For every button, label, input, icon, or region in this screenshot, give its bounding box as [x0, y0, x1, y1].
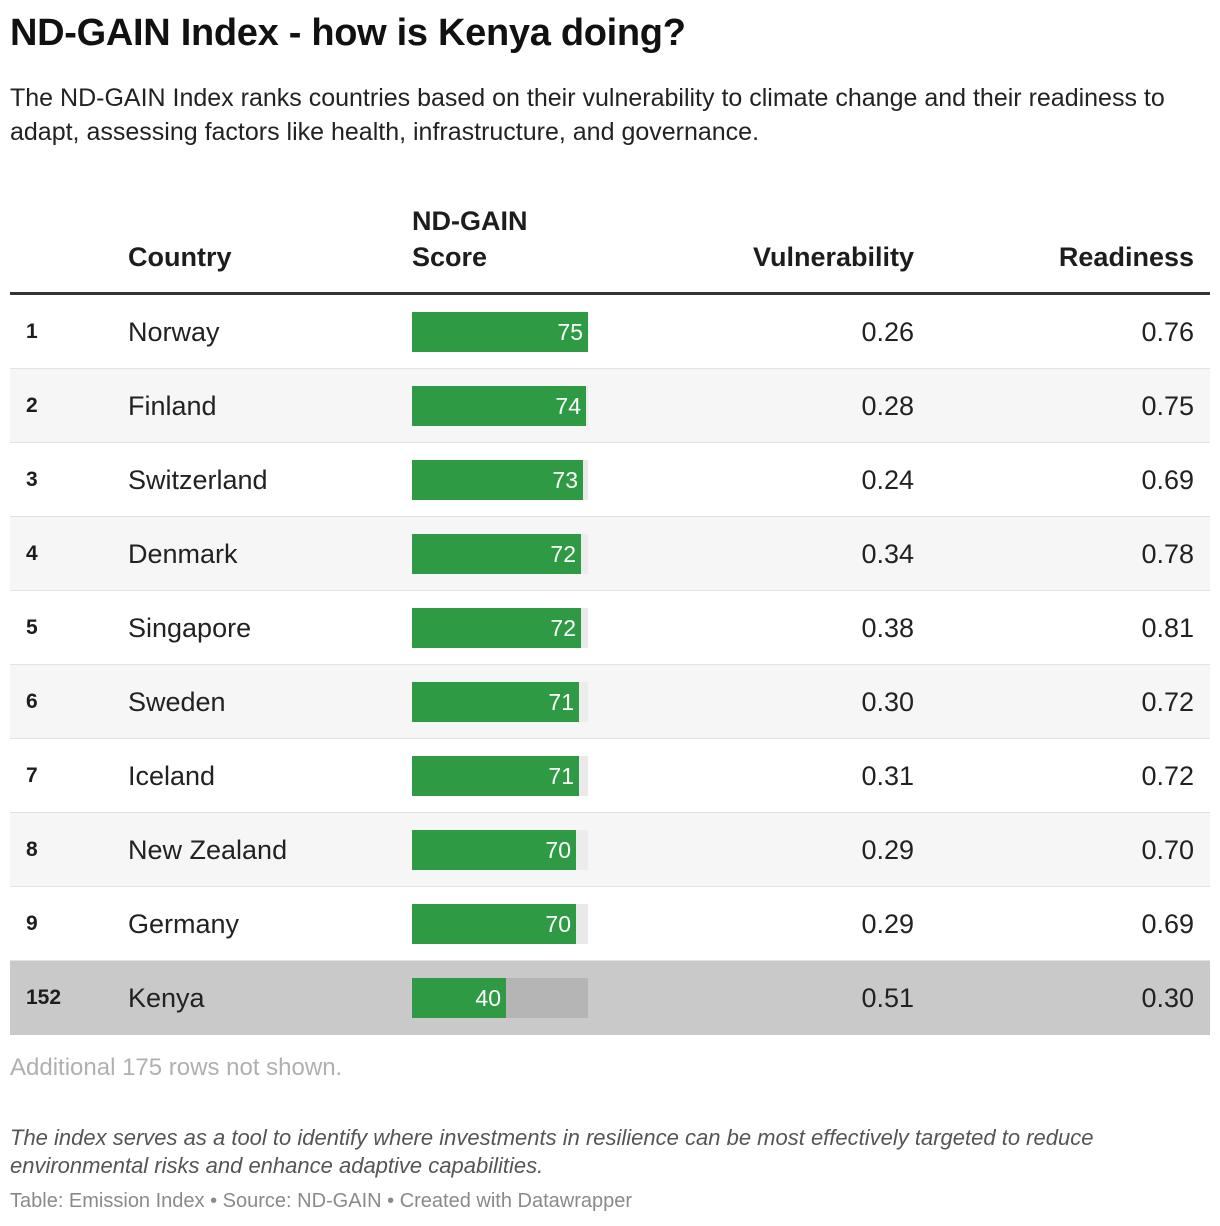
- readiness-cell: 0.69: [1141, 465, 1194, 495]
- score-label: 74: [555, 393, 581, 419]
- rank-cell: 2: [26, 394, 38, 417]
- score-label: 70: [545, 837, 571, 863]
- readiness-cell: 0.69: [1141, 909, 1194, 939]
- table-row: 5 Singapore 72 0.38 0.81: [10, 591, 1210, 665]
- score-label: 72: [550, 615, 576, 641]
- chart-title: ND-GAIN Index - how is Kenya doing?: [10, 12, 686, 54]
- score-label: 40: [475, 985, 501, 1011]
- score-bar: 70: [412, 830, 576, 870]
- table-row: 3 Switzerland 73 0.24 0.69: [10, 443, 1210, 517]
- score-bar-track: 71: [412, 756, 588, 796]
- table-row: 7 Iceland 71 0.31 0.72: [10, 739, 1210, 813]
- vulnerability-cell: 0.24: [861, 465, 914, 495]
- readiness-cell: 0.72: [1141, 761, 1194, 791]
- score-label: 71: [548, 689, 574, 715]
- score-bar-track: 72: [412, 608, 588, 648]
- vulnerability-cell: 0.51: [861, 983, 914, 1013]
- table-row: 4 Denmark 72 0.34 0.78: [10, 517, 1210, 591]
- score-bar: 70: [412, 904, 576, 944]
- vulnerability-cell: 0.38: [861, 613, 914, 643]
- vulnerability-cell: 0.31: [861, 761, 914, 791]
- score-bar: 75: [412, 312, 588, 352]
- score-label: 75: [557, 319, 583, 345]
- vulnerability-cell: 0.30: [861, 687, 914, 717]
- score-bar: 40: [412, 978, 506, 1018]
- readiness-cell: 0.70: [1141, 835, 1194, 865]
- score-bar: 72: [412, 534, 581, 574]
- table-body: 1 Norway 75 0.26 0.76 2 Finland 74 0.28 0.75 3 Swit…: [10, 295, 1210, 1035]
- rank-cell: 152: [26, 986, 62, 1009]
- country-cell: Singapore: [128, 613, 252, 643]
- score-bar-track: 70: [412, 904, 588, 944]
- chart-subtitle: The ND-GAIN Index ranks countries based …: [10, 84, 1165, 146]
- score-bar-track: 75: [412, 312, 588, 352]
- country-cell: Switzerland: [128, 465, 268, 495]
- readiness-cell: 0.30: [1141, 983, 1194, 1013]
- country-cell: New Zealand: [128, 835, 288, 865]
- score-bar-track: 74: [412, 386, 588, 426]
- table-row: 8 New Zealand 70 0.29 0.70: [10, 813, 1210, 887]
- rank-cell: 5: [26, 616, 38, 639]
- score-label: 70: [545, 911, 571, 937]
- country-cell: Denmark: [128, 539, 238, 569]
- rank-cell: 6: [26, 690, 38, 713]
- readiness-cell: 0.72: [1141, 687, 1194, 717]
- table-header: Country ND-GAIN Score Vulnerability Readi…: [10, 200, 1210, 295]
- readiness-cell: 0.76: [1141, 317, 1194, 347]
- header-vulnerability[interactable]: Vulnerability: [752, 242, 914, 272]
- score-bar-track: 72: [412, 534, 588, 574]
- score-label: 72: [550, 541, 576, 567]
- rank-cell: 4: [26, 542, 38, 565]
- score-bar-track: 70: [412, 830, 588, 870]
- score-label: 71: [548, 763, 574, 789]
- table-row: 152 Kenya 40 0.51 0.30: [10, 961, 1210, 1035]
- rank-cell: 3: [26, 468, 38, 491]
- header-readiness[interactable]: Readiness: [1058, 242, 1194, 272]
- vulnerability-cell: 0.26: [861, 317, 914, 347]
- country-cell: Kenya: [128, 983, 205, 1013]
- header-country[interactable]: Country: [128, 242, 232, 272]
- score-bar: 71: [412, 756, 579, 796]
- rank-cell: 1: [26, 320, 38, 343]
- vulnerability-cell: 0.34: [861, 539, 914, 569]
- chart-description: The index serves as a tool to identify w…: [10, 1125, 1094, 1178]
- country-cell: Sweden: [128, 687, 226, 717]
- rank-cell: 9: [26, 912, 38, 935]
- rows-hidden-note: Additional 175 rows not shown.: [10, 1054, 343, 1081]
- country-cell: Finland: [128, 391, 217, 421]
- chart-footer: Table: Emission Index • Source: ND-GAIN …: [10, 1190, 633, 1212]
- readiness-cell: 0.78: [1141, 539, 1194, 569]
- country-cell: Germany: [128, 909, 240, 939]
- vulnerability-cell: 0.29: [861, 909, 914, 939]
- table-row: 6 Sweden 71 0.30 0.72: [10, 665, 1210, 739]
- table-row: 1 Norway 75 0.26 0.76: [10, 295, 1210, 369]
- score-bar-track: 73: [412, 460, 588, 500]
- score-bar: 74: [412, 386, 586, 426]
- readiness-cell: 0.81: [1141, 613, 1194, 643]
- country-cell: Norway: [128, 317, 220, 347]
- rank-cell: 8: [26, 838, 38, 861]
- score-bar: 72: [412, 608, 581, 648]
- score-bar-track: 40: [412, 978, 588, 1018]
- rank-cell: 7: [26, 764, 38, 787]
- score-bar: 73: [412, 460, 583, 500]
- header-score[interactable]: ND-GAIN Score: [412, 206, 528, 272]
- readiness-cell: 0.75: [1141, 391, 1194, 421]
- table-row: 2 Finland 74 0.28 0.75: [10, 369, 1210, 443]
- score-label: 73: [552, 467, 578, 493]
- score-bar-track: 71: [412, 682, 588, 722]
- vulnerability-cell: 0.28: [861, 391, 914, 421]
- vulnerability-cell: 0.29: [861, 835, 914, 865]
- table-row: 9 Germany 70 0.29 0.69: [10, 887, 1210, 961]
- data-table: Country ND-GAIN Score Vulnerability Readi…: [10, 200, 1210, 1035]
- country-cell: Iceland: [128, 761, 216, 791]
- score-bar: 71: [412, 682, 579, 722]
